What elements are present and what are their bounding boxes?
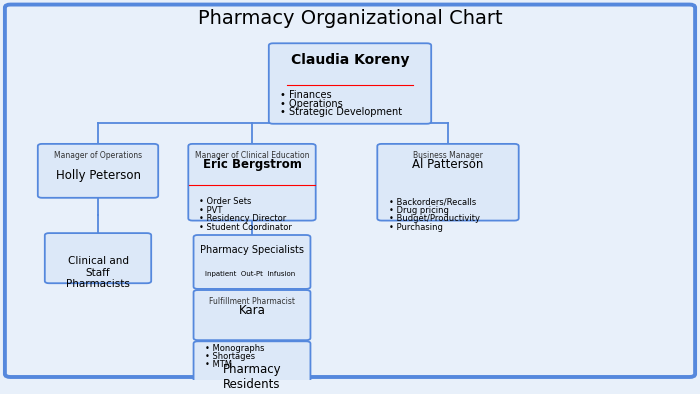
Text: Inpatient  Out-Pt  Infusion: Inpatient Out-Pt Infusion [204,271,295,277]
FancyBboxPatch shape [193,290,311,340]
Text: Eric Bergstrom: Eric Bergstrom [202,158,302,171]
FancyBboxPatch shape [45,233,151,283]
Text: Pharmacy Specialists: Pharmacy Specialists [200,245,304,255]
Text: • Budget/Productivity: • Budget/Productivity [389,214,480,223]
Text: • Backorders/Recalls: • Backorders/Recalls [389,197,476,206]
Text: • PVT: • PVT [199,206,223,215]
FancyBboxPatch shape [188,144,316,221]
Text: Fulfillment Pharmacist: Fulfillment Pharmacist [209,297,295,306]
Text: Kara: Kara [239,304,265,317]
FancyBboxPatch shape [38,144,158,198]
FancyBboxPatch shape [193,235,311,289]
Text: • Strategic Development: • Strategic Development [280,107,402,117]
Text: • Order Sets: • Order Sets [199,197,252,206]
FancyBboxPatch shape [193,341,311,388]
Text: Pharmacy
Residents: Pharmacy Residents [223,362,281,390]
FancyBboxPatch shape [377,144,519,221]
Text: • Monographs: • Monographs [204,344,265,353]
Text: Pharmacy Organizational Chart: Pharmacy Organizational Chart [197,9,503,28]
Text: • Drug pricing: • Drug pricing [389,206,449,215]
Text: • Finances: • Finances [280,90,332,100]
Text: Clinical and
Staff
Pharmacists: Clinical and Staff Pharmacists [66,256,130,290]
Text: Manager of Operations: Manager of Operations [54,151,142,160]
Text: • Operations: • Operations [280,99,343,109]
Text: Manager of Clinical Education: Manager of Clinical Education [195,151,309,160]
Text: Business Manager: Business Manager [413,151,483,160]
Text: Holly Peterson: Holly Peterson [55,169,141,182]
Text: Al Patterson: Al Patterson [412,158,484,171]
FancyBboxPatch shape [269,43,431,124]
Text: • Purchasing: • Purchasing [389,223,442,232]
Text: • Student Coordinator: • Student Coordinator [199,223,293,232]
Text: Claudia Koreny: Claudia Koreny [290,53,410,67]
Text: • Residency Director: • Residency Director [199,214,287,223]
Text: • MTM: • MTM [204,361,232,369]
Text: • Shortages: • Shortages [204,352,255,361]
FancyBboxPatch shape [5,5,695,377]
